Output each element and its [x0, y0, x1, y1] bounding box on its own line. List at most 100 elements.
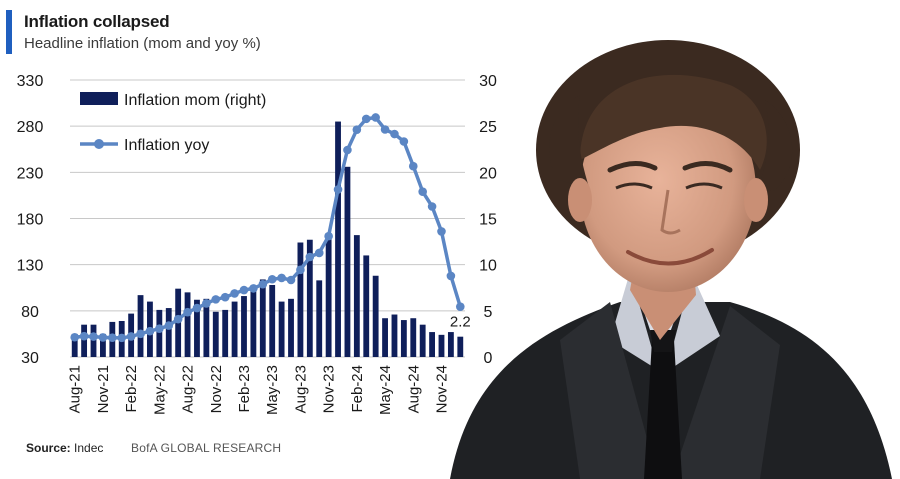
- bar: [288, 298, 294, 357]
- yoy-point: [239, 285, 249, 295]
- bar: [212, 311, 219, 357]
- yoy-point: [371, 113, 380, 122]
- value-annotation: 2.2: [450, 314, 471, 331]
- yoy-point: [136, 329, 145, 339]
- bar: [419, 324, 426, 357]
- x-tick-label: Nov-23: [321, 365, 338, 413]
- bar: [71, 333, 78, 357]
- yoy-point: [437, 227, 446, 236]
- title-accent-bar: [6, 10, 12, 54]
- y-right-tick-label: 20: [479, 165, 497, 182]
- x-tick-label: Nov-22: [208, 365, 225, 413]
- bar: [81, 324, 88, 357]
- yoy-point: [427, 202, 437, 211]
- yoy-point: [333, 185, 343, 194]
- yoy-point: [380, 125, 390, 134]
- bar: [457, 336, 464, 357]
- y-right-tick-label: 10: [479, 258, 497, 275]
- yoy-point: [314, 248, 324, 258]
- x-tick-label: Aug-21: [67, 365, 84, 413]
- y-left-tick-label: 80: [21, 304, 39, 321]
- bar: [231, 301, 238, 357]
- chart-subtitle: Headline inflation (mom and yoy %): [24, 35, 261, 52]
- bar: [250, 285, 257, 357]
- x-tick-label: Aug-22: [180, 365, 197, 413]
- bar: [429, 332, 435, 357]
- x-tick-label: Feb-22: [123, 365, 140, 413]
- portrait-photo: [450, 40, 892, 479]
- bar: [259, 279, 266, 357]
- bar: [222, 309, 229, 357]
- yoy-point: [164, 321, 174, 330]
- bar: [165, 308, 172, 357]
- yoy-point: [390, 129, 399, 139]
- brand-label: BofA GLOBAL RESEARCH: [131, 441, 282, 455]
- yoy-point: [126, 332, 136, 341]
- yoy-point: [267, 274, 277, 284]
- yoy-point: [277, 273, 286, 283]
- y-left-tick-label: 230: [17, 165, 44, 182]
- x-tick-label: Nov-24: [433, 365, 450, 413]
- bar: [410, 318, 417, 357]
- bar: [382, 318, 388, 357]
- y-right-tick-label: 15: [479, 212, 497, 229]
- y-right-tick-label: 5: [484, 304, 493, 321]
- x-tick-label: Aug-23: [292, 365, 309, 413]
- bar: [372, 275, 379, 357]
- legend-bar-label: Inflation mom (right): [124, 92, 266, 109]
- bar: [325, 238, 332, 357]
- x-tick-label: May-24: [377, 365, 394, 415]
- x-tick-label: Feb-23: [236, 365, 253, 413]
- yoy-point: [183, 307, 192, 317]
- source-note: Source: Indec: [26, 441, 103, 455]
- yoy-point: [79, 331, 89, 341]
- x-tick-label: Aug-24: [405, 365, 422, 413]
- yoy-point: [220, 292, 230, 302]
- yoy-point: [399, 137, 409, 146]
- chart-title: Inflation collapsed: [24, 12, 170, 31]
- bar: [353, 235, 360, 357]
- yoy-point: [155, 324, 164, 333]
- y-left-tick-label: 30: [21, 350, 39, 367]
- bar: [391, 314, 398, 357]
- x-tick-label: May-22: [151, 365, 168, 415]
- yoy-point: [249, 284, 258, 293]
- yoy-point: [343, 145, 352, 155]
- bar: [156, 309, 163, 357]
- bar: [278, 301, 285, 357]
- yoy-point: [145, 326, 155, 336]
- bar: [438, 334, 445, 357]
- y-left-tick-label: 130: [17, 258, 44, 275]
- yoy-point: [418, 187, 427, 197]
- yoy-point: [230, 289, 239, 298]
- legend-line-marker: [94, 139, 104, 149]
- yoy-point: [296, 265, 305, 275]
- yoy-point: [258, 279, 268, 289]
- x-tick-label: Feb-24: [349, 365, 366, 413]
- yoy-point: [455, 302, 465, 311]
- bar: [316, 280, 323, 357]
- source-label: Source:: [26, 441, 71, 455]
- bar: [297, 242, 304, 357]
- yoy-point: [286, 275, 296, 285]
- x-tick-label: May-23: [264, 365, 281, 415]
- bar: [184, 292, 191, 357]
- yoy-point: [108, 333, 117, 343]
- yoy-point: [211, 295, 221, 304]
- legend-line-label: Inflation yoy: [124, 137, 209, 154]
- yoy-point: [173, 314, 183, 324]
- yoy-point: [446, 271, 456, 281]
- bar: [306, 239, 313, 357]
- y-left-tick-label: 280: [17, 119, 44, 136]
- bar: [447, 332, 454, 357]
- x-tick-label: Nov-21: [95, 365, 112, 413]
- y-right-tick-label: 25: [479, 119, 497, 136]
- yoy-point: [192, 303, 202, 313]
- y-right-tick-label: 0: [484, 350, 493, 367]
- yoy-point: [202, 299, 211, 308]
- yoy-point: [361, 114, 371, 124]
- yoy-point: [117, 333, 127, 343]
- bar: [194, 299, 200, 357]
- yoy-point: [305, 252, 315, 262]
